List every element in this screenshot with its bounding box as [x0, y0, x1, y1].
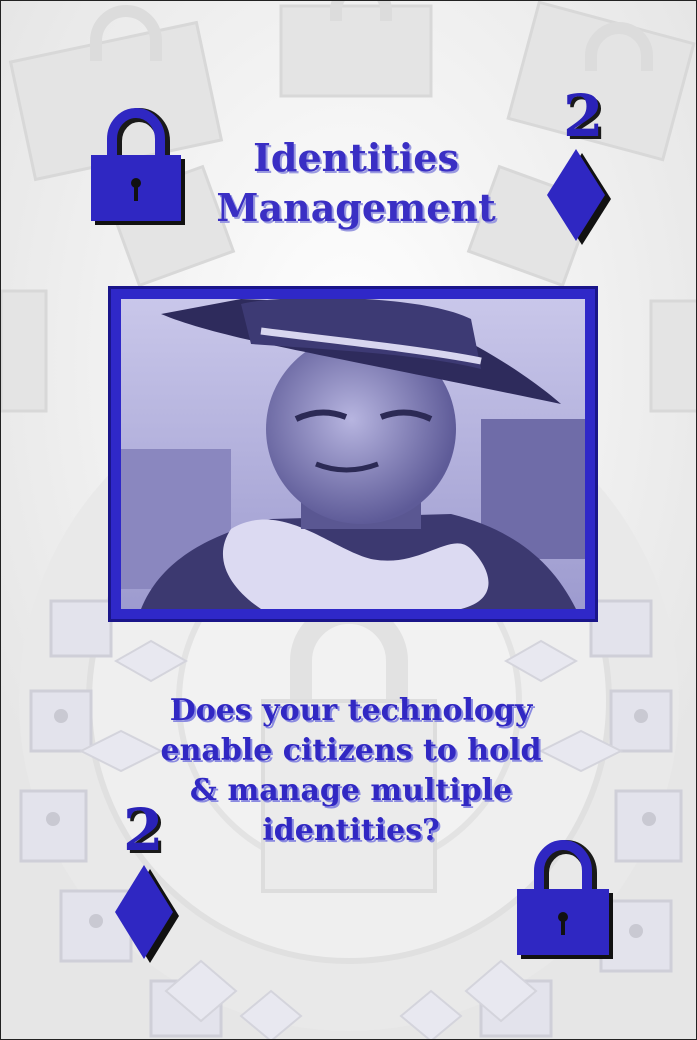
question-line: identities?: [262, 813, 440, 848]
rank-bottom: 2: [123, 796, 164, 864]
question-line: enable citizens to hold: [160, 733, 542, 768]
question-line: Does your technology: [169, 693, 533, 728]
photo-frame: [108, 286, 598, 622]
padlock-icon: [91, 108, 185, 225]
diamond-icon: [547, 149, 611, 245]
diamond-icon: [115, 865, 179, 963]
padlock-icon: [517, 840, 613, 959]
cowboy-portrait-image: [121, 299, 585, 609]
card-title-line2: Management: [216, 185, 496, 230]
question-text: Does your technology enable citizens to …: [151, 691, 551, 851]
rank-top: 2: [563, 82, 604, 150]
card-title-line1: Identities: [253, 135, 459, 180]
question-line: & manage multiple: [189, 773, 513, 808]
